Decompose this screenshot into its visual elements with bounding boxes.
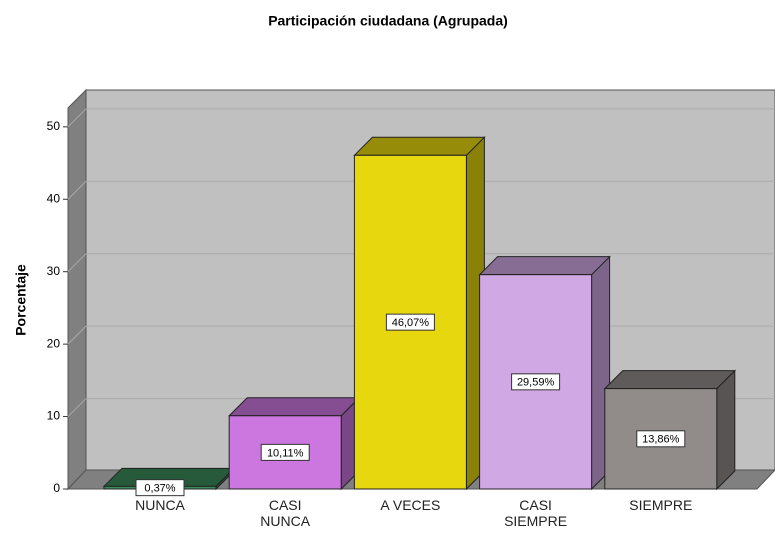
y-tick-label: 10 xyxy=(47,409,61,423)
y-tick-label: 50 xyxy=(47,119,61,133)
grid-line xyxy=(67,108,87,128)
bar xyxy=(228,415,342,490)
value-label-box xyxy=(385,313,435,331)
x-tick-label: NUNCA xyxy=(135,497,185,513)
value-label: 0,37% xyxy=(144,483,175,495)
left-wall xyxy=(67,88,87,491)
grid-line xyxy=(67,253,87,273)
value-label-box xyxy=(135,479,185,497)
x-tick-label: CASI NUNCA xyxy=(260,497,311,529)
bar-top xyxy=(227,397,361,417)
grid-line xyxy=(67,325,87,345)
y-tick-label: 30 xyxy=(47,264,61,278)
value-label-box xyxy=(260,443,310,461)
y-tick-label: 0 xyxy=(53,481,60,495)
value-label: 46,07% xyxy=(392,317,430,329)
bar-top xyxy=(478,256,611,276)
value-label-box xyxy=(511,373,561,391)
grid-line xyxy=(67,180,87,200)
x-tick-label: CASI SIEMPRE xyxy=(504,497,568,529)
bar-top xyxy=(353,136,486,156)
chart-title: Participación ciudadana (Agrupada) xyxy=(268,13,508,29)
value-label: 29,59% xyxy=(517,377,555,389)
y-tick-label: 40 xyxy=(47,191,61,205)
grid-line xyxy=(67,398,87,417)
y-tick-label: 20 xyxy=(47,336,61,350)
bar xyxy=(353,154,467,490)
value-label: 10,11% xyxy=(267,447,304,459)
y-axis-label: Porcentaje xyxy=(13,264,29,336)
bar-side xyxy=(716,369,736,491)
x-tick-label: SIEMPRE xyxy=(629,497,693,513)
value-label-box xyxy=(636,430,686,448)
value-label: 13,86% xyxy=(642,434,680,446)
bar-top xyxy=(603,370,737,390)
x-tick-label: A VECES xyxy=(380,497,441,513)
